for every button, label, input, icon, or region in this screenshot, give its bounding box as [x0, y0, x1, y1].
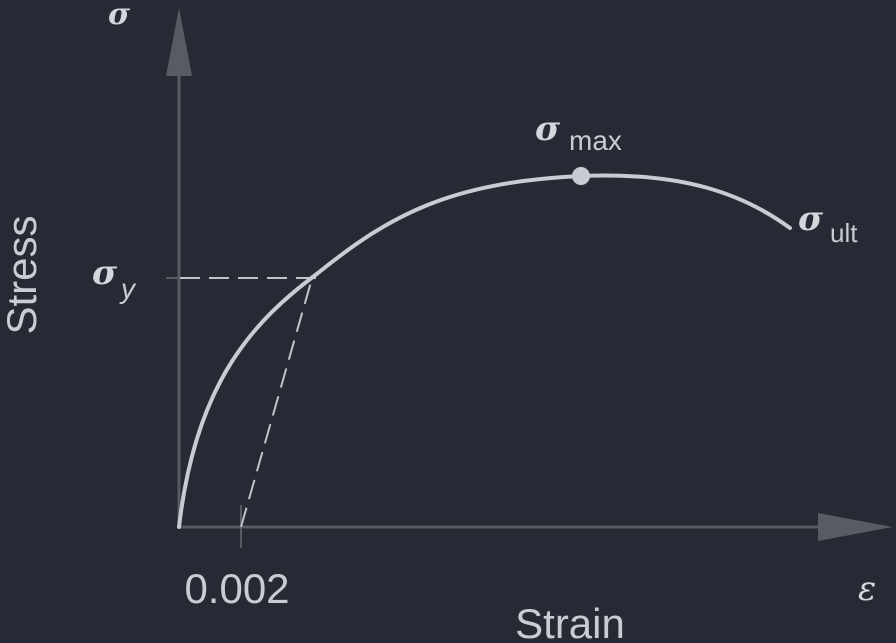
- y-axis-symbol: σ: [108, 0, 131, 32]
- y-axis-arrowhead: [166, 8, 192, 76]
- y-axis-label: Stress: [0, 215, 45, 334]
- yield-label-symbol: σ: [92, 253, 118, 293]
- offset-dashed-line: [240, 281, 312, 528]
- max-stress-point: [572, 167, 590, 185]
- x-axis-symbol: ε: [858, 569, 876, 609]
- x-axis-arrowhead: [818, 513, 893, 541]
- offset-tick-label: 0.002: [184, 565, 289, 612]
- max-label-subscript: max: [569, 125, 622, 156]
- ultimate-label-symbol: σ: [798, 199, 824, 239]
- max-label-symbol: σ: [535, 109, 561, 149]
- yield-label-subscript: y: [119, 273, 137, 304]
- ultimate-label-subscript: ult: [830, 218, 858, 248]
- x-axis-label: Strain: [515, 600, 625, 643]
- stress-strain-curve: [177, 173, 792, 529]
